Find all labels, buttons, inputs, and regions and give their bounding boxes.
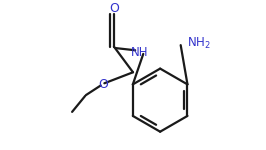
Text: NH$_2$: NH$_2$	[187, 36, 211, 51]
Text: NH: NH	[131, 46, 148, 59]
Text: O: O	[109, 2, 119, 15]
Text: O: O	[98, 78, 108, 90]
